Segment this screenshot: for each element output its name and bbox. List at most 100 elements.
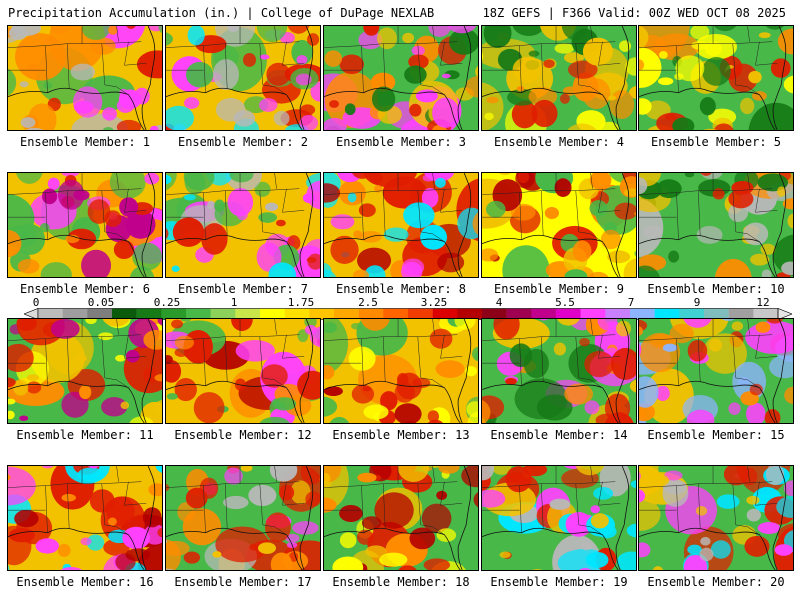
precipitation-blob xyxy=(664,113,677,121)
colorbar-tick-label: 1.75 xyxy=(287,296,315,309)
precipitation-blob xyxy=(757,522,781,534)
precipitation-blob xyxy=(712,188,725,200)
state-border xyxy=(639,481,773,488)
precipitation-blob xyxy=(702,333,747,374)
state-border xyxy=(519,338,522,386)
precipitation-blob xyxy=(352,173,373,179)
state-border xyxy=(66,190,70,236)
colorbar-swatch xyxy=(87,308,113,320)
precipitation-blob xyxy=(19,81,29,88)
precipitation-blob xyxy=(116,98,135,113)
precipitation-blob xyxy=(258,542,276,554)
precipitation-blob xyxy=(227,26,240,32)
precipitation-blob xyxy=(668,250,680,263)
precipitation-blob xyxy=(8,466,36,506)
colorbar-swatch xyxy=(235,308,261,320)
precipitation-blob xyxy=(597,319,618,331)
coastline xyxy=(639,173,787,277)
state-border xyxy=(482,334,616,341)
precipitation-blob xyxy=(324,50,343,67)
precipitation-blob xyxy=(549,498,571,510)
precipitation-blob xyxy=(207,200,216,210)
state-border xyxy=(382,336,386,382)
precipitation-blob xyxy=(47,177,60,190)
precipitation-blob xyxy=(512,56,542,83)
precipitation-blob xyxy=(184,173,206,195)
precipitation-blob xyxy=(748,70,762,84)
precipitation-blob xyxy=(686,409,715,423)
precipitation-blob xyxy=(136,50,162,79)
precipitation-blob xyxy=(616,551,636,570)
precipitation-blob xyxy=(166,540,190,556)
precipitation-blob xyxy=(656,179,682,199)
precipitation-blob xyxy=(172,217,205,247)
state-border xyxy=(224,483,228,529)
precipitation-blob xyxy=(776,495,793,518)
precipitation-blob xyxy=(108,517,117,526)
precipitation-blob xyxy=(435,360,465,378)
precipitation-blob xyxy=(132,242,162,271)
colorbar-swatch xyxy=(161,308,187,320)
ensemble-member-map xyxy=(7,25,163,131)
precipitation-blob xyxy=(13,379,29,396)
precipitation-blob xyxy=(183,551,201,564)
precipitation-blob xyxy=(268,262,297,277)
precipitation-blob xyxy=(404,65,427,84)
coastline xyxy=(324,466,472,570)
colorbar-swatch xyxy=(753,308,779,320)
precipitation-blob xyxy=(672,117,695,130)
precipitation-blob xyxy=(499,173,511,175)
precipitation-blob xyxy=(330,214,355,230)
precipitation-blob xyxy=(126,26,136,29)
precipitation-blob xyxy=(61,391,89,418)
precipitation-blob xyxy=(394,382,415,403)
precipitation-blob xyxy=(77,467,105,482)
precipitation-blob xyxy=(436,528,457,542)
precipitation-blob xyxy=(20,117,36,128)
precipitation-blob xyxy=(8,229,22,258)
precipitation-blob xyxy=(687,339,708,362)
coastline xyxy=(324,319,472,423)
precipitation-blob xyxy=(575,466,605,476)
precipitation-field xyxy=(166,173,320,277)
precipitation-blob xyxy=(408,54,429,70)
precipitation-blob xyxy=(41,466,54,469)
precipitation-blob xyxy=(609,89,635,120)
precipitation-blob xyxy=(8,564,10,570)
precipitation-field xyxy=(324,26,478,130)
state-border xyxy=(417,43,445,95)
precipitation-blob xyxy=(783,75,793,94)
precipitation-blob xyxy=(659,51,668,59)
state-border xyxy=(166,188,300,195)
precipitation-blob xyxy=(82,26,110,41)
state-border xyxy=(124,188,147,213)
precipitation-blob xyxy=(70,63,96,81)
precipitation-blob xyxy=(499,551,511,559)
coastline xyxy=(166,173,314,277)
state-border xyxy=(575,190,603,242)
precipitation-blob xyxy=(634,211,636,216)
state-border xyxy=(590,466,593,482)
precipitation-blob xyxy=(287,26,310,34)
precipitation-blob xyxy=(784,480,793,497)
precipitation-blob xyxy=(80,537,92,546)
model-run-info: 18Z GEFS | F366 Valid: 00Z WED OCT 08 20… xyxy=(482,6,786,20)
precipitation-blob xyxy=(765,466,785,486)
precipitation-blob xyxy=(357,472,377,483)
precipitation-blob xyxy=(149,125,159,130)
precipitation-blob xyxy=(427,410,440,423)
precipitation-blob xyxy=(356,247,392,274)
precipitation-blob xyxy=(590,513,609,529)
precipitation-blob xyxy=(781,261,793,276)
precipitation-blob xyxy=(260,364,288,388)
coastline xyxy=(482,173,630,277)
precipitation-blob xyxy=(278,484,295,501)
colorbar-tick-label: 1 xyxy=(230,296,238,309)
precipitation-blob xyxy=(421,187,439,208)
state-border xyxy=(8,188,142,195)
colorbar-tick-label: 0.25 xyxy=(153,296,181,309)
state-border xyxy=(540,483,544,529)
precipitation-blob xyxy=(600,229,621,250)
precipitation-blob xyxy=(777,186,786,197)
colorbar-swatch xyxy=(38,308,63,320)
